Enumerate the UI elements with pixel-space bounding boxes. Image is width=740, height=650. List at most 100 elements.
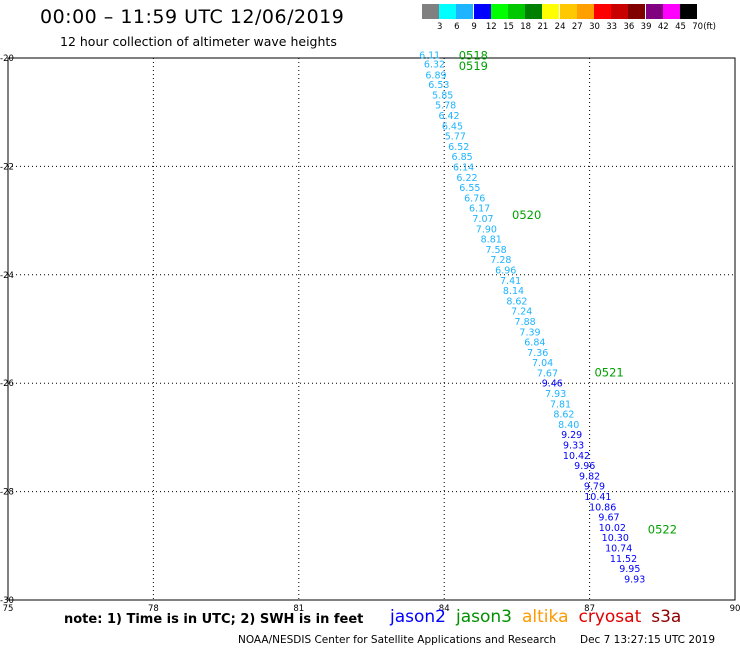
- lat-tick-label: -22: [0, 162, 14, 172]
- swh-value: 10.42: [563, 451, 590, 462]
- swh-value: 7.41: [500, 276, 521, 287]
- scale-label: 24: [554, 22, 566, 32]
- swh-value: 7.58: [485, 245, 506, 256]
- swh-value: 8.62: [506, 296, 527, 307]
- swh-value: 6.53: [428, 80, 449, 91]
- scale-swatch: [680, 4, 697, 19]
- swh-value: 9.79: [584, 482, 605, 493]
- swh-value: 7.81: [550, 399, 571, 410]
- swh-value: 10.30: [602, 533, 629, 544]
- swh-value: 5.77: [445, 132, 466, 143]
- scale-label: 18: [520, 22, 532, 32]
- pass-time-label: 0521: [594, 365, 623, 379]
- pass-time-label: 0522: [648, 523, 677, 537]
- lon-tick-label: 87: [584, 604, 595, 614]
- scale-label: 70: [692, 22, 704, 32]
- scale-label: 3: [436, 22, 443, 32]
- swh-value: 6.32: [424, 60, 445, 71]
- swh-value: 8.40: [558, 420, 579, 431]
- swh-value: 8.14: [503, 286, 524, 297]
- lat-tick-label: -20: [0, 54, 14, 64]
- satellite-legend: jason2 jason3 altika cryosat s3a: [390, 607, 691, 627]
- swh-value: 10.41: [584, 492, 611, 503]
- swh-value: 9.96: [574, 461, 595, 472]
- map-frame: [7, 57, 736, 601]
- swh-value: 6.96: [495, 265, 516, 276]
- scale-swatch: [662, 4, 680, 19]
- swh-value: 7.90: [476, 224, 497, 235]
- scale-swatch: [542, 4, 560, 19]
- swh-value: 7.04: [532, 358, 553, 369]
- scale-label: 9: [471, 22, 477, 32]
- scale-label: 45: [675, 22, 686, 32]
- swh-value: 6.42: [438, 111, 459, 122]
- swh-value: 6.45: [442, 121, 463, 132]
- scale-swatch: [490, 4, 508, 19]
- map-grid: [7, 57, 736, 601]
- legend-item-jason2: jason2: [390, 607, 446, 627]
- scale-swatch: [628, 4, 646, 19]
- scale-unit: (ft): [703, 22, 716, 32]
- page-subtitle: 12 hour collection of altimeter wave hei…: [60, 34, 337, 49]
- scale-label: 6: [454, 22, 460, 32]
- lon-tick-label: 78: [148, 604, 159, 614]
- scale-swatch: [611, 4, 629, 19]
- generated-timestamp: Dec 7 13:27:15 UTC 2019: [580, 634, 716, 646]
- swh-value: 9.67: [598, 513, 619, 524]
- lon-tick-label: 90: [730, 604, 740, 614]
- scale-label: 33: [606, 22, 618, 32]
- swh-value: 7.28: [490, 255, 511, 266]
- wave-height-observations: 6.116.326.896.535.855.786.426.455.776.52…: [419, 50, 645, 585]
- swh-value: 5.78: [435, 101, 456, 112]
- scale-label: 15: [503, 22, 514, 32]
- page-title: 00:00 – 11:59 UTC 12/06/2019: [40, 6, 345, 28]
- swh-value: 8.62: [553, 410, 574, 421]
- swh-value: 9.29: [561, 430, 582, 441]
- swh-value: 6.85: [452, 152, 473, 163]
- swh-value: 7.67: [537, 368, 558, 379]
- swh-value: 6.76: [464, 193, 485, 204]
- lat-tick-label: -28: [0, 488, 14, 498]
- swh-value: 9.33: [563, 441, 584, 452]
- legend-item-s3a: s3a: [651, 607, 682, 627]
- scale-label: 27: [571, 22, 583, 32]
- lon-tick-label: 81: [293, 604, 304, 614]
- swh-value: 6.17: [469, 204, 490, 215]
- axis-ticks: 75 78 81 84 87 90 -20 -22 -24 -26 -28 -30: [0, 54, 740, 614]
- swh-value: 7.93: [545, 389, 566, 400]
- lat-tick-label: -24: [0, 271, 14, 281]
- scale-swatch: [559, 4, 577, 19]
- scale-label: 39: [640, 22, 652, 32]
- scale-swatch: [439, 4, 457, 19]
- scale-label: 12: [485, 22, 497, 32]
- swh-value: 7.07: [472, 214, 493, 225]
- scale-swatch: [525, 4, 543, 19]
- pass-time-label: 0520: [512, 208, 541, 222]
- scale-swatch: [576, 4, 594, 19]
- swh-value: 7.36: [527, 348, 548, 359]
- scale-swatch: [473, 4, 491, 19]
- swh-value: 7.24: [511, 307, 532, 318]
- lat-tick-label: -30: [0, 596, 14, 606]
- swh-value: 6.11: [419, 50, 440, 61]
- legend-item-cryosat: cryosat: [578, 607, 642, 627]
- credit-line: NOAA/NESDIS Center for Satellite Applica…: [238, 634, 556, 646]
- swh-value: 6.84: [524, 338, 545, 349]
- scale-swatch: [456, 4, 474, 19]
- swh-value: 6.22: [456, 173, 477, 184]
- swh-value: 5.85: [432, 90, 453, 101]
- lon-tick-label: 75: [3, 604, 14, 614]
- swh-value: 9.46: [542, 379, 563, 390]
- scale-swatch: [422, 4, 439, 19]
- scale-swatch: [508, 4, 525, 19]
- scale-swatch: [645, 4, 663, 19]
- swh-value: 9.93: [624, 574, 645, 585]
- swh-value: 6.89: [425, 70, 446, 81]
- swh-value: 7.39: [519, 327, 540, 338]
- swh-value: 8.81: [481, 235, 502, 246]
- lon-tick-label: 84: [439, 604, 450, 614]
- pass-time-label: 0519: [459, 59, 488, 73]
- lat-tick-label: -26: [0, 379, 14, 389]
